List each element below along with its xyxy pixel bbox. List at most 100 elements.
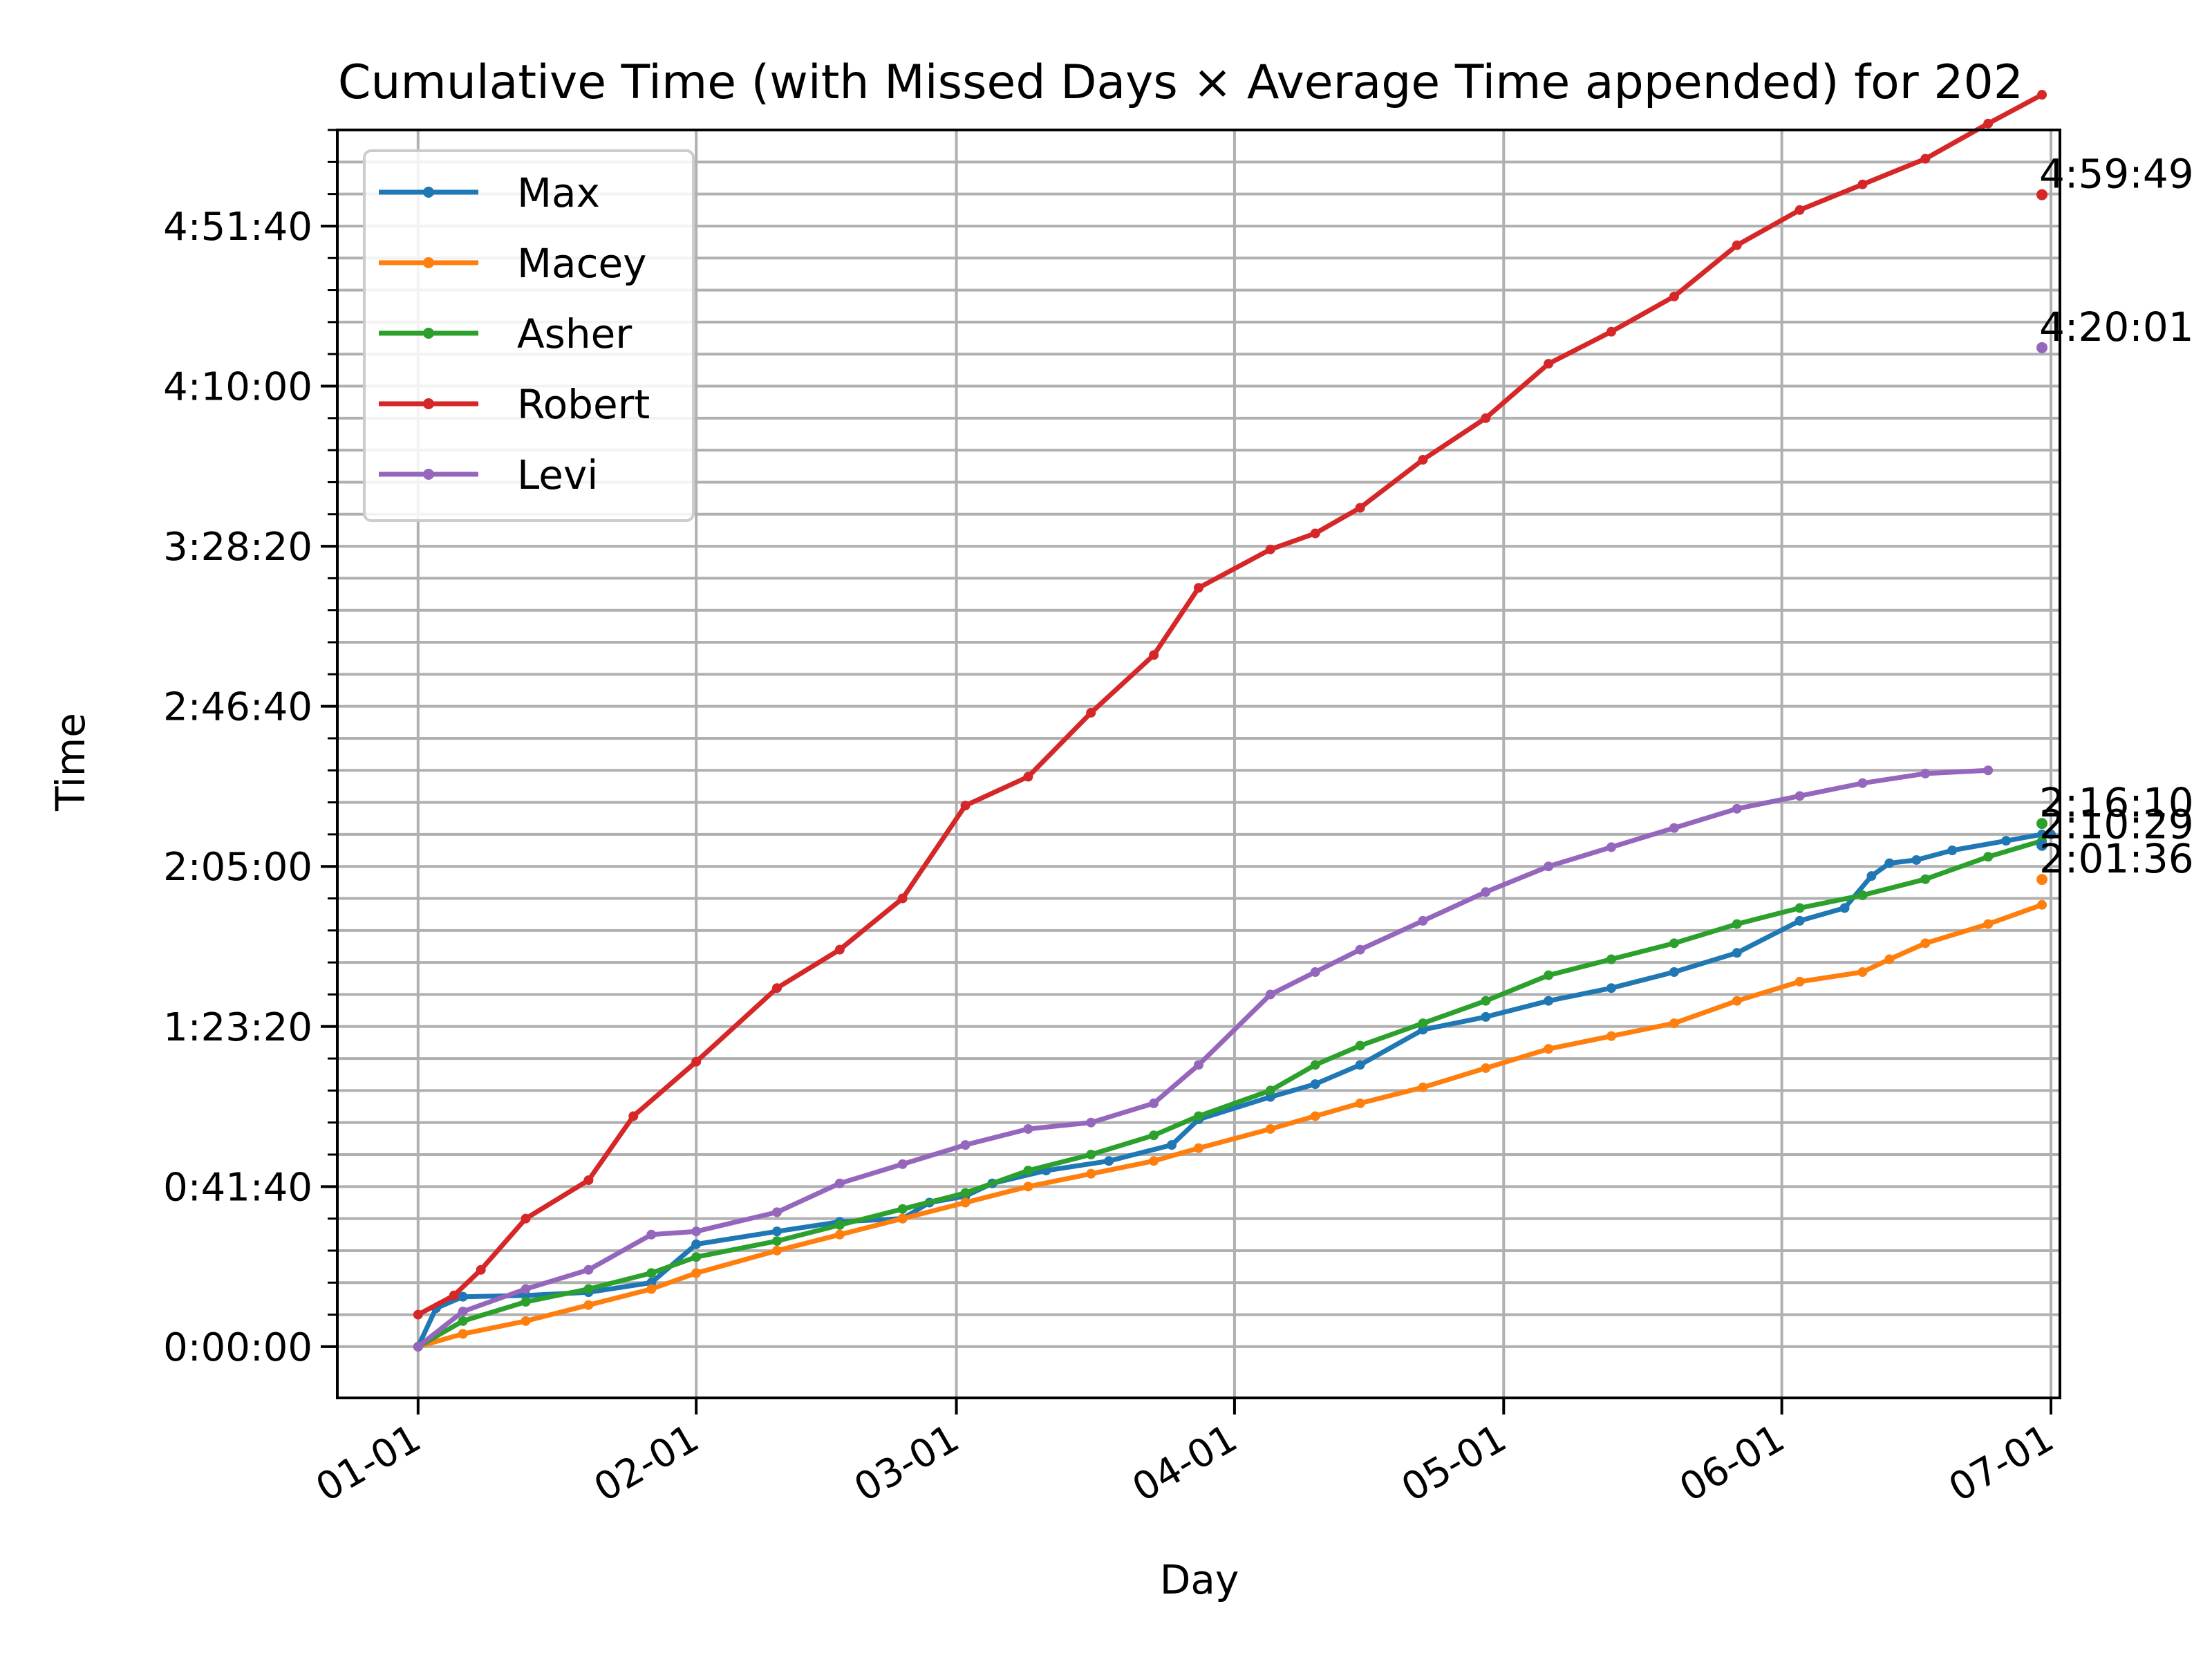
data-point-macey — [1606, 1031, 1617, 1041]
data-point-robert — [1355, 503, 1365, 513]
data-point-robert — [1086, 707, 1096, 718]
data-point-levi — [771, 1207, 782, 1217]
data-point-max — [1839, 903, 1850, 913]
data-point-levi — [413, 1341, 423, 1352]
legend-marker-levi — [423, 469, 434, 480]
final-point-levi — [2036, 342, 2048, 353]
data-point-robert — [1857, 179, 1868, 189]
data-point-robert — [413, 1309, 423, 1320]
data-point-asher — [1794, 903, 1805, 913]
data-point-levi — [1732, 803, 1742, 814]
data-point-levi — [960, 1140, 971, 1150]
data-point-macey — [583, 1300, 594, 1310]
axes — [336, 129, 2061, 1399]
data-point-macey — [691, 1268, 702, 1278]
data-point-macey — [1857, 967, 1868, 978]
data-point-asher — [1149, 1130, 1159, 1141]
data-point-macey — [646, 1284, 657, 1294]
data-point-robert — [1418, 455, 1428, 465]
data-point-robert — [521, 1213, 531, 1224]
chart-title: Cumulative Time (with Missed Days × Aver… — [338, 55, 2023, 110]
data-point-asher — [521, 1297, 531, 1307]
data-point-asher — [1544, 970, 1554, 980]
y-tick-label: 3:28:20 — [163, 525, 312, 570]
data-point-max — [1884, 858, 1895, 868]
data-point-macey — [1418, 1082, 1428, 1092]
legend-label-levi: Levi — [517, 451, 598, 498]
data-point-asher — [458, 1316, 468, 1326]
data-point-levi — [1481, 887, 1491, 897]
data-point-macey — [1920, 938, 1931, 949]
data-point-levi — [834, 1178, 845, 1188]
data-point-robert — [771, 983, 782, 993]
data-point-robert — [1544, 359, 1554, 369]
final-labels: 2:10:292:01:36 2:16:10 4:59:49 4:20:01 — [2036, 151, 2194, 886]
data-point-macey — [1355, 1098, 1365, 1108]
data-point-max — [1866, 871, 1877, 881]
data-point-max — [1911, 855, 1922, 865]
data-point-robert — [1920, 153, 1931, 164]
data-point-levi — [1086, 1117, 1096, 1128]
data-point-robert — [1194, 583, 1203, 593]
data-point-asher — [646, 1268, 657, 1278]
data-point-robert — [960, 801, 971, 811]
final-point-max — [2036, 839, 2048, 851]
legend-marker-macey — [423, 257, 434, 268]
data-point-asher — [583, 1284, 594, 1294]
data-point-max — [1481, 1011, 1491, 1022]
data-point-robert — [691, 1056, 702, 1067]
data-point-robert — [1983, 118, 1994, 129]
data-point-macey — [1086, 1168, 1096, 1179]
data-point-robert — [834, 944, 845, 955]
data-point-asher — [1418, 1018, 1428, 1029]
data-point-asher — [1857, 890, 1868, 900]
legend-marker-max — [423, 187, 434, 198]
data-point-levi — [646, 1229, 657, 1240]
data-point-levi — [1355, 944, 1365, 955]
data-point-macey — [1669, 1018, 1679, 1029]
data-point-levi — [1669, 823, 1679, 833]
data-point-macey — [1310, 1111, 1320, 1121]
data-point-asher — [834, 1220, 845, 1230]
data-point-macey — [1023, 1182, 1033, 1192]
data-point-asher — [771, 1236, 782, 1246]
data-point-levi — [897, 1159, 908, 1169]
data-point-macey — [1265, 1123, 1275, 1134]
data-point-macey — [960, 1197, 971, 1208]
final-label-asher: 2:16:10 — [2039, 779, 2194, 826]
data-point-levi — [1794, 791, 1805, 801]
data-point-max — [1167, 1140, 1177, 1150]
final-label-levi: 4:20:01 — [2039, 304, 2194, 351]
data-point-macey — [834, 1229, 845, 1240]
y-tick-label: 0:41:40 — [163, 1165, 312, 1210]
legend-frame — [363, 149, 695, 522]
data-point-levi — [1149, 1098, 1159, 1108]
data-point-levi — [1606, 842, 1617, 852]
data-point-macey — [1983, 919, 1994, 929]
data-point-macey — [458, 1329, 468, 1339]
data-point-asher — [960, 1188, 971, 1198]
y-tick-label: 1:23:20 — [163, 1005, 312, 1050]
data-point-robert — [1023, 772, 1033, 782]
data-point-asher — [691, 1252, 702, 1262]
data-point-asher — [1265, 1085, 1275, 1096]
y-tick-label: 0:00:00 — [163, 1325, 312, 1370]
legend-marker-asher — [423, 328, 434, 339]
legend-label-robert: Robert — [517, 381, 650, 428]
data-point-asher — [1481, 996, 1491, 1006]
legend-label-max: Max — [517, 169, 600, 216]
data-point-asher — [1983, 852, 1994, 862]
data-point-max — [1606, 983, 1617, 993]
data-point-max — [1669, 967, 1679, 978]
legend: Max Macey Asher Robert Levi — [363, 149, 695, 522]
data-point-levi — [1265, 989, 1275, 1000]
data-point-macey — [771, 1245, 782, 1255]
data-point-asher — [1194, 1111, 1203, 1121]
data-point-max — [1544, 996, 1554, 1006]
data-point-levi — [1418, 915, 1428, 926]
data-point-robert — [897, 893, 908, 904]
series-layer — [413, 90, 2056, 1352]
data-point-asher — [1086, 1150, 1096, 1160]
